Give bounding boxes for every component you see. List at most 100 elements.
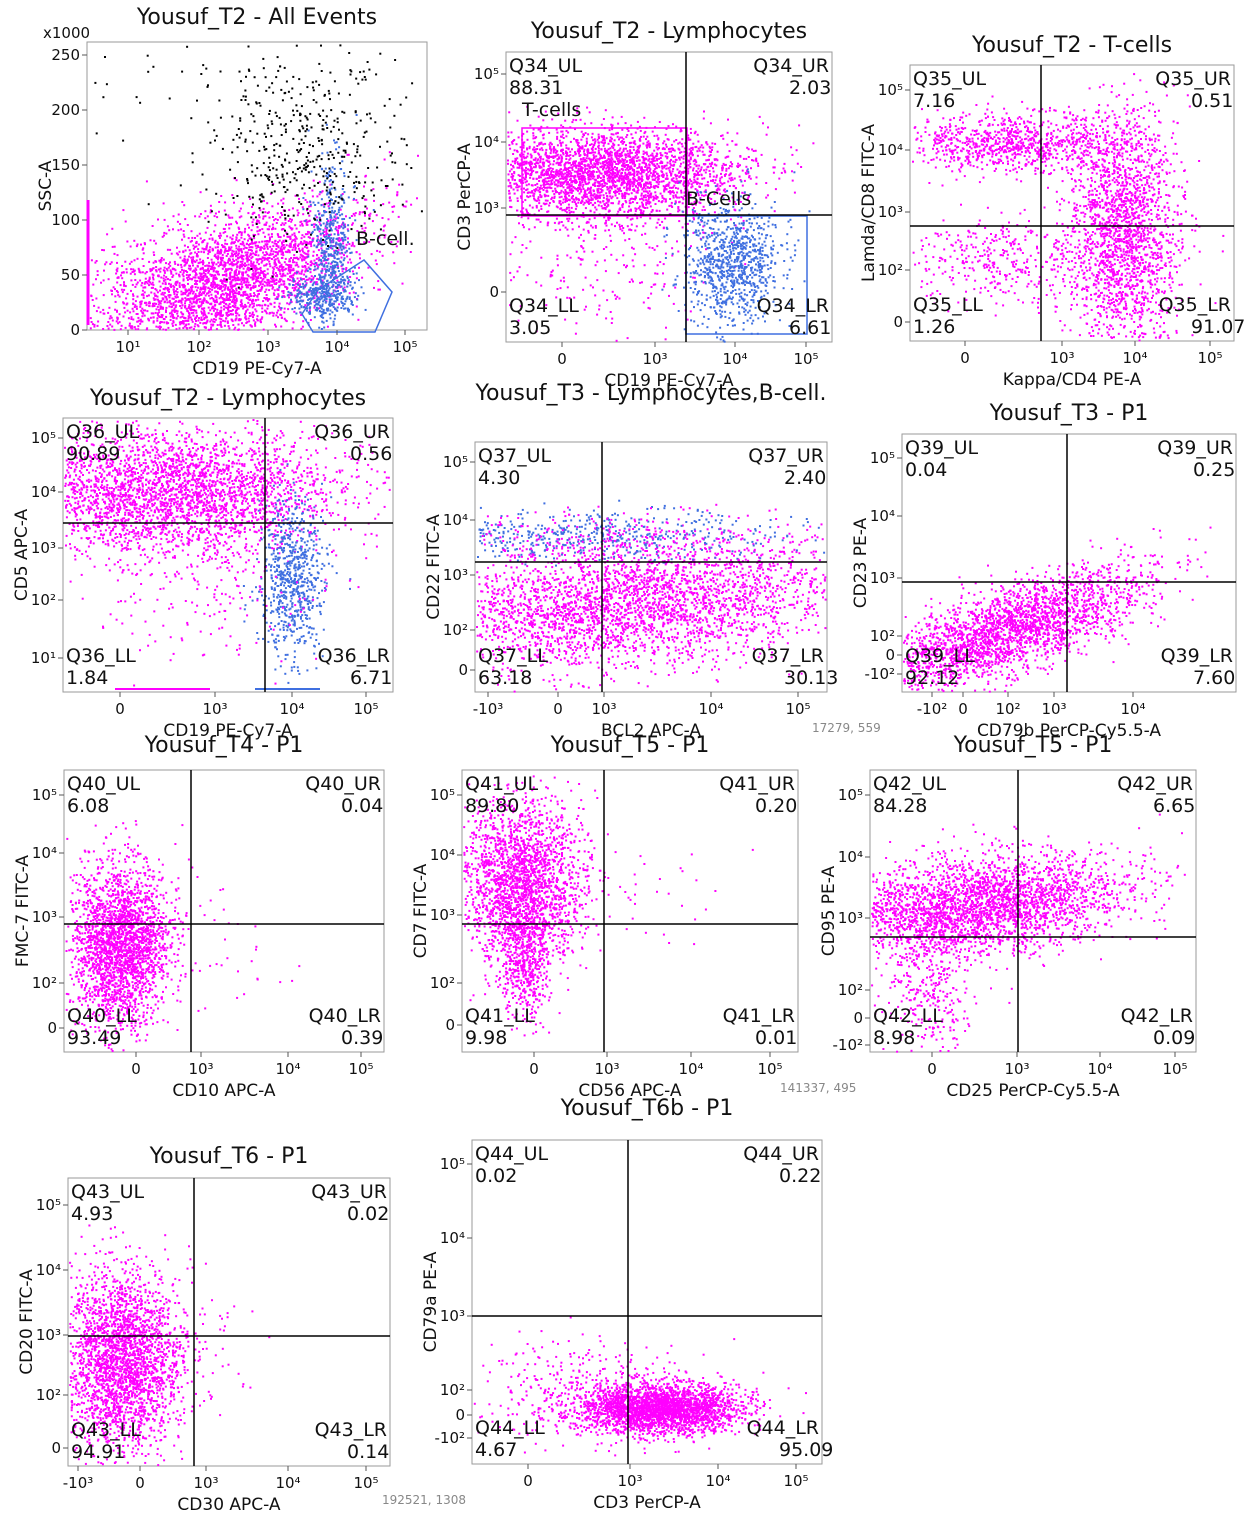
- event-dot: [207, 253, 209, 255]
- event-dot: [230, 306, 232, 308]
- event-dot: [204, 217, 206, 219]
- event-dot: [254, 308, 256, 310]
- event-dot: [220, 235, 222, 237]
- event-dot: [167, 327, 169, 329]
- event-dot: [188, 318, 190, 320]
- event-dot: [182, 313, 184, 315]
- event-dot: [353, 292, 355, 294]
- event-dot: [211, 259, 213, 261]
- event-dot: [208, 262, 210, 264]
- event-dot: [165, 276, 167, 278]
- event-dot: [188, 323, 190, 325]
- event-dot: [275, 314, 277, 316]
- event-dot: [279, 273, 281, 275]
- event-dot: [264, 310, 266, 312]
- event-dot: [340, 209, 342, 211]
- event-dot: [103, 294, 105, 296]
- event-dot: [112, 320, 114, 322]
- event-dot: [263, 329, 265, 331]
- event-dot: [173, 302, 175, 304]
- event-dot: [184, 302, 186, 304]
- event-dot: [259, 216, 261, 218]
- event-dot: [194, 252, 196, 254]
- event-dot: [189, 265, 191, 267]
- event-dot: [160, 277, 162, 279]
- event-dot: [205, 295, 207, 297]
- event-dot: [111, 228, 113, 230]
- event-dot: [198, 244, 200, 246]
- event-dot: [199, 298, 201, 300]
- event-dot: [160, 261, 162, 263]
- event-dot: [275, 218, 277, 220]
- event-dot: [109, 318, 111, 320]
- event-dot: [133, 310, 135, 312]
- event-dot: [259, 304, 261, 306]
- event-dot: [176, 313, 178, 315]
- event-dot: [142, 271, 144, 273]
- event-dot: [176, 288, 178, 290]
- event-dot: [137, 258, 139, 260]
- event-dot: [113, 329, 115, 331]
- event-dot: [192, 312, 194, 314]
- event-dot: [359, 211, 361, 213]
- event-dot: [207, 215, 209, 217]
- event-dot: [155, 269, 157, 271]
- event-dot: [117, 254, 119, 256]
- event-dot: [258, 263, 260, 265]
- event-dot: [165, 233, 167, 235]
- event-dot: [153, 251, 155, 253]
- event-dot: [398, 184, 400, 186]
- event-dot: [111, 293, 113, 295]
- event-dot: [207, 243, 209, 245]
- event-dot: [238, 246, 240, 248]
- event-dot: [313, 226, 315, 228]
- event-dot: [132, 308, 134, 310]
- event-dot: [273, 278, 275, 280]
- event-dot: [183, 204, 185, 206]
- event-dot: [165, 329, 167, 331]
- event-dot: [188, 256, 190, 258]
- event-dot: [269, 265, 271, 267]
- event-dot: [254, 323, 256, 325]
- event-dot: [208, 295, 210, 297]
- event-dot: [350, 262, 352, 264]
- event-dot: [371, 253, 373, 255]
- event-dot: [272, 267, 274, 269]
- event-dot: [224, 298, 226, 300]
- event-dot: [169, 261, 171, 263]
- event-dot: [248, 249, 250, 251]
- event-dot: [251, 303, 253, 305]
- event-dot: [170, 303, 172, 305]
- event-dot: [192, 293, 194, 295]
- event-dot: [241, 283, 243, 285]
- event-dot: [297, 209, 299, 211]
- event-dot: [261, 311, 263, 313]
- event-dot: [302, 320, 304, 322]
- event-dot: [382, 255, 384, 257]
- event-dot: [277, 203, 279, 205]
- event-dot: [264, 240, 266, 242]
- event-dot: [232, 279, 234, 281]
- event-dot: [165, 262, 167, 264]
- event-dot: [180, 291, 182, 293]
- event-dot: [272, 286, 274, 288]
- event-dot: [211, 289, 213, 291]
- event-dot: [298, 198, 300, 200]
- event-dot: [185, 250, 187, 252]
- event-dot: [163, 321, 165, 323]
- event-dot: [257, 254, 259, 256]
- event-dot: [136, 245, 138, 247]
- event-dot: [254, 321, 256, 323]
- event-dot: [305, 199, 307, 201]
- event-dot: [327, 326, 329, 328]
- event-dot: [140, 310, 142, 312]
- event-dot: [357, 202, 359, 204]
- event-dot: [247, 240, 249, 242]
- event-dot: [139, 323, 141, 325]
- event-dot: [246, 243, 248, 245]
- event-dot: [226, 235, 228, 237]
- event-dot: [216, 309, 218, 311]
- event-dot: [211, 274, 213, 276]
- event-dot: [230, 223, 232, 225]
- event-dot: [282, 202, 284, 204]
